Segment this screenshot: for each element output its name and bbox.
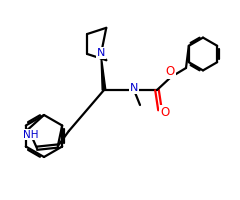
Text: O: O xyxy=(160,106,170,118)
Text: NH: NH xyxy=(23,130,39,140)
Text: O: O xyxy=(165,65,175,78)
Polygon shape xyxy=(101,54,106,90)
Text: N: N xyxy=(130,83,138,93)
Text: N: N xyxy=(97,48,105,58)
